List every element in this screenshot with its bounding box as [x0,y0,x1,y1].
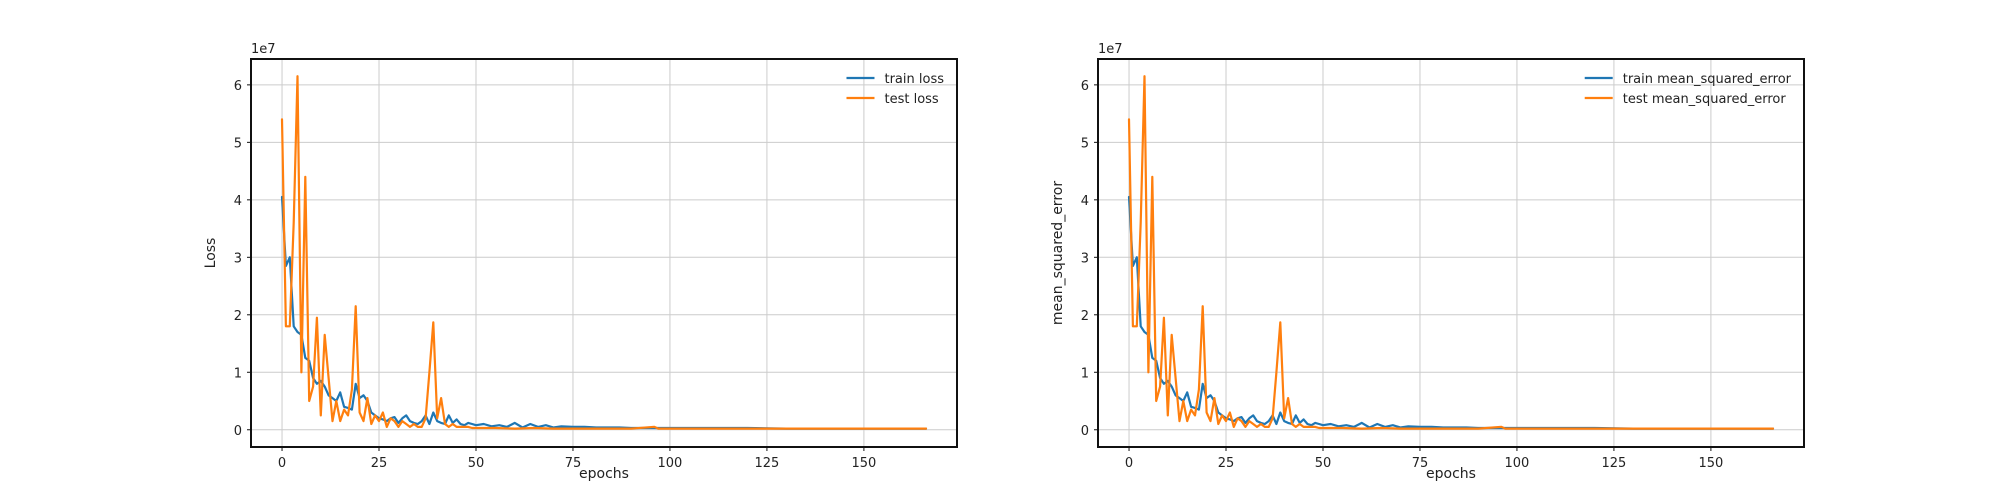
legend-label: train loss [884,72,944,87]
plot-frame [250,58,958,448]
y-tick-label: 1 [234,366,242,381]
x-tick-label: 100 [658,456,683,471]
y-multiplier-label: 1e7 [251,42,276,57]
x-tick-label: 150 [1698,456,1723,471]
x-tick-label: 75 [565,456,582,471]
x-axis-label: epochs [579,466,629,482]
x-tick-label: 125 [755,456,780,471]
y-tick-label: 3 [1081,251,1089,266]
x-tick-label: 25 [371,456,388,471]
x-tick-label: 100 [1505,456,1530,471]
mse-chart-panel: 0 25 50 75 100 125 150 0 1 2 3 4 5 6 1e7 epochs mean_squ… [1050,42,1805,482]
y-tick-label: 0 [1081,424,1089,439]
x-tick-label: 125 [1602,456,1627,471]
series-line-test [1127,75,1775,430]
x-tick-label: 50 [468,456,485,471]
y-tick-label: 1 [1081,366,1089,381]
legend-label: test mean_squared_error [1623,92,1787,107]
x-tick-label: 75 [1412,456,1429,471]
legend-label: train mean_squared_error [1623,72,1792,87]
y-tick-label: 3 [234,251,242,266]
x-tick-label: 0 [278,456,286,471]
y-axis-label: Loss [203,238,219,269]
series-line-test [280,75,928,430]
y-tick-label: 2 [234,309,242,324]
y-tick-label: 0 [234,424,242,439]
y-tick-label: 4 [234,194,242,209]
y-tick-label: 4 [1081,194,1089,209]
y-multiplier-label: 1e7 [1098,42,1123,57]
x-tick-label: 50 [1315,456,1332,471]
x-tick-label: 150 [851,456,876,471]
x-tick-label: 0 [1125,456,1133,471]
plot-frame [1097,58,1805,448]
y-axis-label: mean_squared_error [1050,181,1066,325]
legend-label: test loss [884,92,938,107]
y-tick-label: 6 [1081,79,1089,94]
y-tick-label: 5 [234,136,242,151]
y-tick-label: 2 [1081,309,1089,324]
x-axis-label: epochs [1426,466,1476,482]
x-tick-label: 25 [1218,456,1235,471]
y-tick-label: 6 [234,79,242,94]
loss-chart-panel: 0 25 50 75 100 125 150 0 1 2 3 4 5 6 1e7 epochs Loss trai… [203,42,958,482]
y-tick-label: 5 [1081,136,1089,151]
legend: train loss test loss [846,72,944,107]
